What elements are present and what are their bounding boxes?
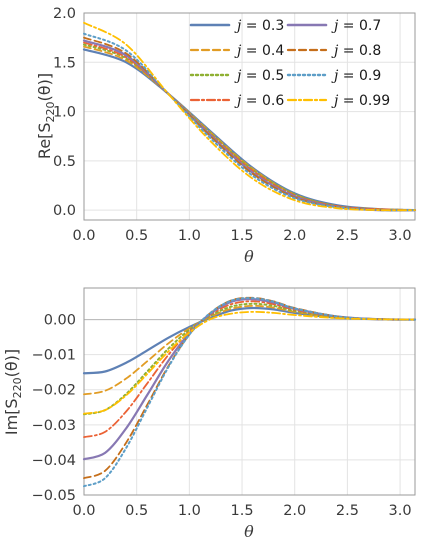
im-y-axis-label: Im[S220(θ)] bbox=[2, 349, 24, 435]
im-plot-frame bbox=[83, 287, 416, 496]
im-x-axis-label: θ bbox=[244, 522, 254, 541]
x-tick-label: 2.5 bbox=[336, 228, 359, 244]
series-line-j-0-9 bbox=[83, 297, 416, 488]
legend-item-j-0-8: j = 0.8 bbox=[286, 43, 381, 59]
legend-label: j = 0.99 bbox=[331, 93, 390, 109]
y-tick-label: 1.5 bbox=[53, 55, 76, 71]
legend-label: j = 0.6 bbox=[234, 93, 284, 109]
y-tick-label: 0.5 bbox=[53, 154, 76, 170]
re-plot-frame bbox=[83, 12, 416, 221]
y-tick-label: 1.0 bbox=[53, 105, 76, 121]
legend-label: j = 0.7 bbox=[331, 18, 381, 34]
x-tick-label: 1.0 bbox=[178, 228, 201, 244]
legend-item-j-0-9: j = 0.9 bbox=[286, 68, 381, 84]
legend-label: j = 0.9 bbox=[331, 68, 381, 84]
legend-label: j = 0.3 bbox=[234, 18, 284, 34]
legend-label: j = 0.4 bbox=[234, 43, 284, 59]
re-x-tick-labels: 0.0 0.5 1.0 1.5 2.0 2.5 3.0 bbox=[72, 228, 411, 244]
x-tick-label: 0.5 bbox=[125, 503, 148, 519]
im-y-tick-labels: 0.00 −0.01 −0.02 −0.03 −0.04 −0.05 bbox=[32, 313, 76, 504]
x-tick-label: 1.5 bbox=[231, 503, 254, 519]
x-tick-label: 2.0 bbox=[283, 228, 306, 244]
re-panel: 0.00.51.01.52.0 0.0 0.5 1.0 1.5 2.0 2.5 3.0 θ … bbox=[35, 6, 417, 266]
y-tick-label: −0.02 bbox=[32, 383, 76, 399]
series-line-j-0-99 bbox=[83, 21, 416, 212]
y-tick-label: 0.0 bbox=[53, 203, 76, 219]
legend-item-j-0-6: j = 0.6 bbox=[189, 93, 284, 109]
y-tick-label: −0.03 bbox=[32, 418, 76, 434]
im-series-group bbox=[82, 296, 417, 488]
x-tick-label: 1.5 bbox=[231, 228, 254, 244]
legend-item-j-0-99: j = 0.99 bbox=[286, 93, 390, 109]
legend-item-j-0-4: j = 0.4 bbox=[189, 43, 284, 59]
im-x-tick-labels: 0.0 0.5 1.0 1.5 2.0 2.5 3.0 bbox=[72, 503, 411, 519]
x-tick-label: 0.5 bbox=[125, 228, 148, 244]
legend-label: j = 0.5 bbox=[234, 68, 284, 84]
y-tick-label: 2.0 bbox=[53, 6, 76, 22]
im-panel: 0.00 −0.01 −0.02 −0.03 −0.04 −0.05 0.0 0.5 1.0 1… bbox=[2, 287, 417, 541]
series-line-j-0-8 bbox=[83, 296, 416, 480]
re-y-axis-label: Re[S220(θ)] bbox=[35, 73, 57, 159]
re-y-tick-labels: 0.0 0.5 1.0 1.5 2.0 bbox=[53, 6, 76, 219]
legend-item-j-0-5: j = 0.5 bbox=[189, 68, 284, 84]
x-tick-label: 2.0 bbox=[283, 503, 306, 519]
legend: j = 0.3 j = 0.4 j = 0.5 j = 0.6 j = 0.7 j = 0… bbox=[189, 18, 390, 109]
x-tick-label: 1.0 bbox=[178, 503, 201, 519]
legend-label: j = 0.8 bbox=[331, 43, 381, 59]
re-x-axis-label: θ bbox=[244, 247, 254, 266]
y-tick-label: −0.04 bbox=[32, 453, 76, 469]
y-tick-label: −0.05 bbox=[32, 488, 76, 504]
x-tick-label: 3.0 bbox=[389, 503, 412, 519]
series-line-j-0-99 bbox=[83, 310, 416, 415]
y-tick-label: −0.01 bbox=[32, 348, 76, 364]
legend-item-j-0-7: j = 0.7 bbox=[286, 18, 381, 34]
y-tick-label: 0.00 bbox=[44, 313, 76, 329]
legend-item-j-0-3: j = 0.3 bbox=[189, 18, 284, 34]
x-tick-label: 0.0 bbox=[72, 228, 95, 244]
re-series-group bbox=[82, 21, 417, 212]
im-grid bbox=[83, 288, 415, 496]
x-tick-label: 0.0 bbox=[72, 503, 95, 519]
x-tick-label: 2.5 bbox=[336, 503, 359, 519]
x-tick-label: 3.0 bbox=[389, 228, 412, 244]
